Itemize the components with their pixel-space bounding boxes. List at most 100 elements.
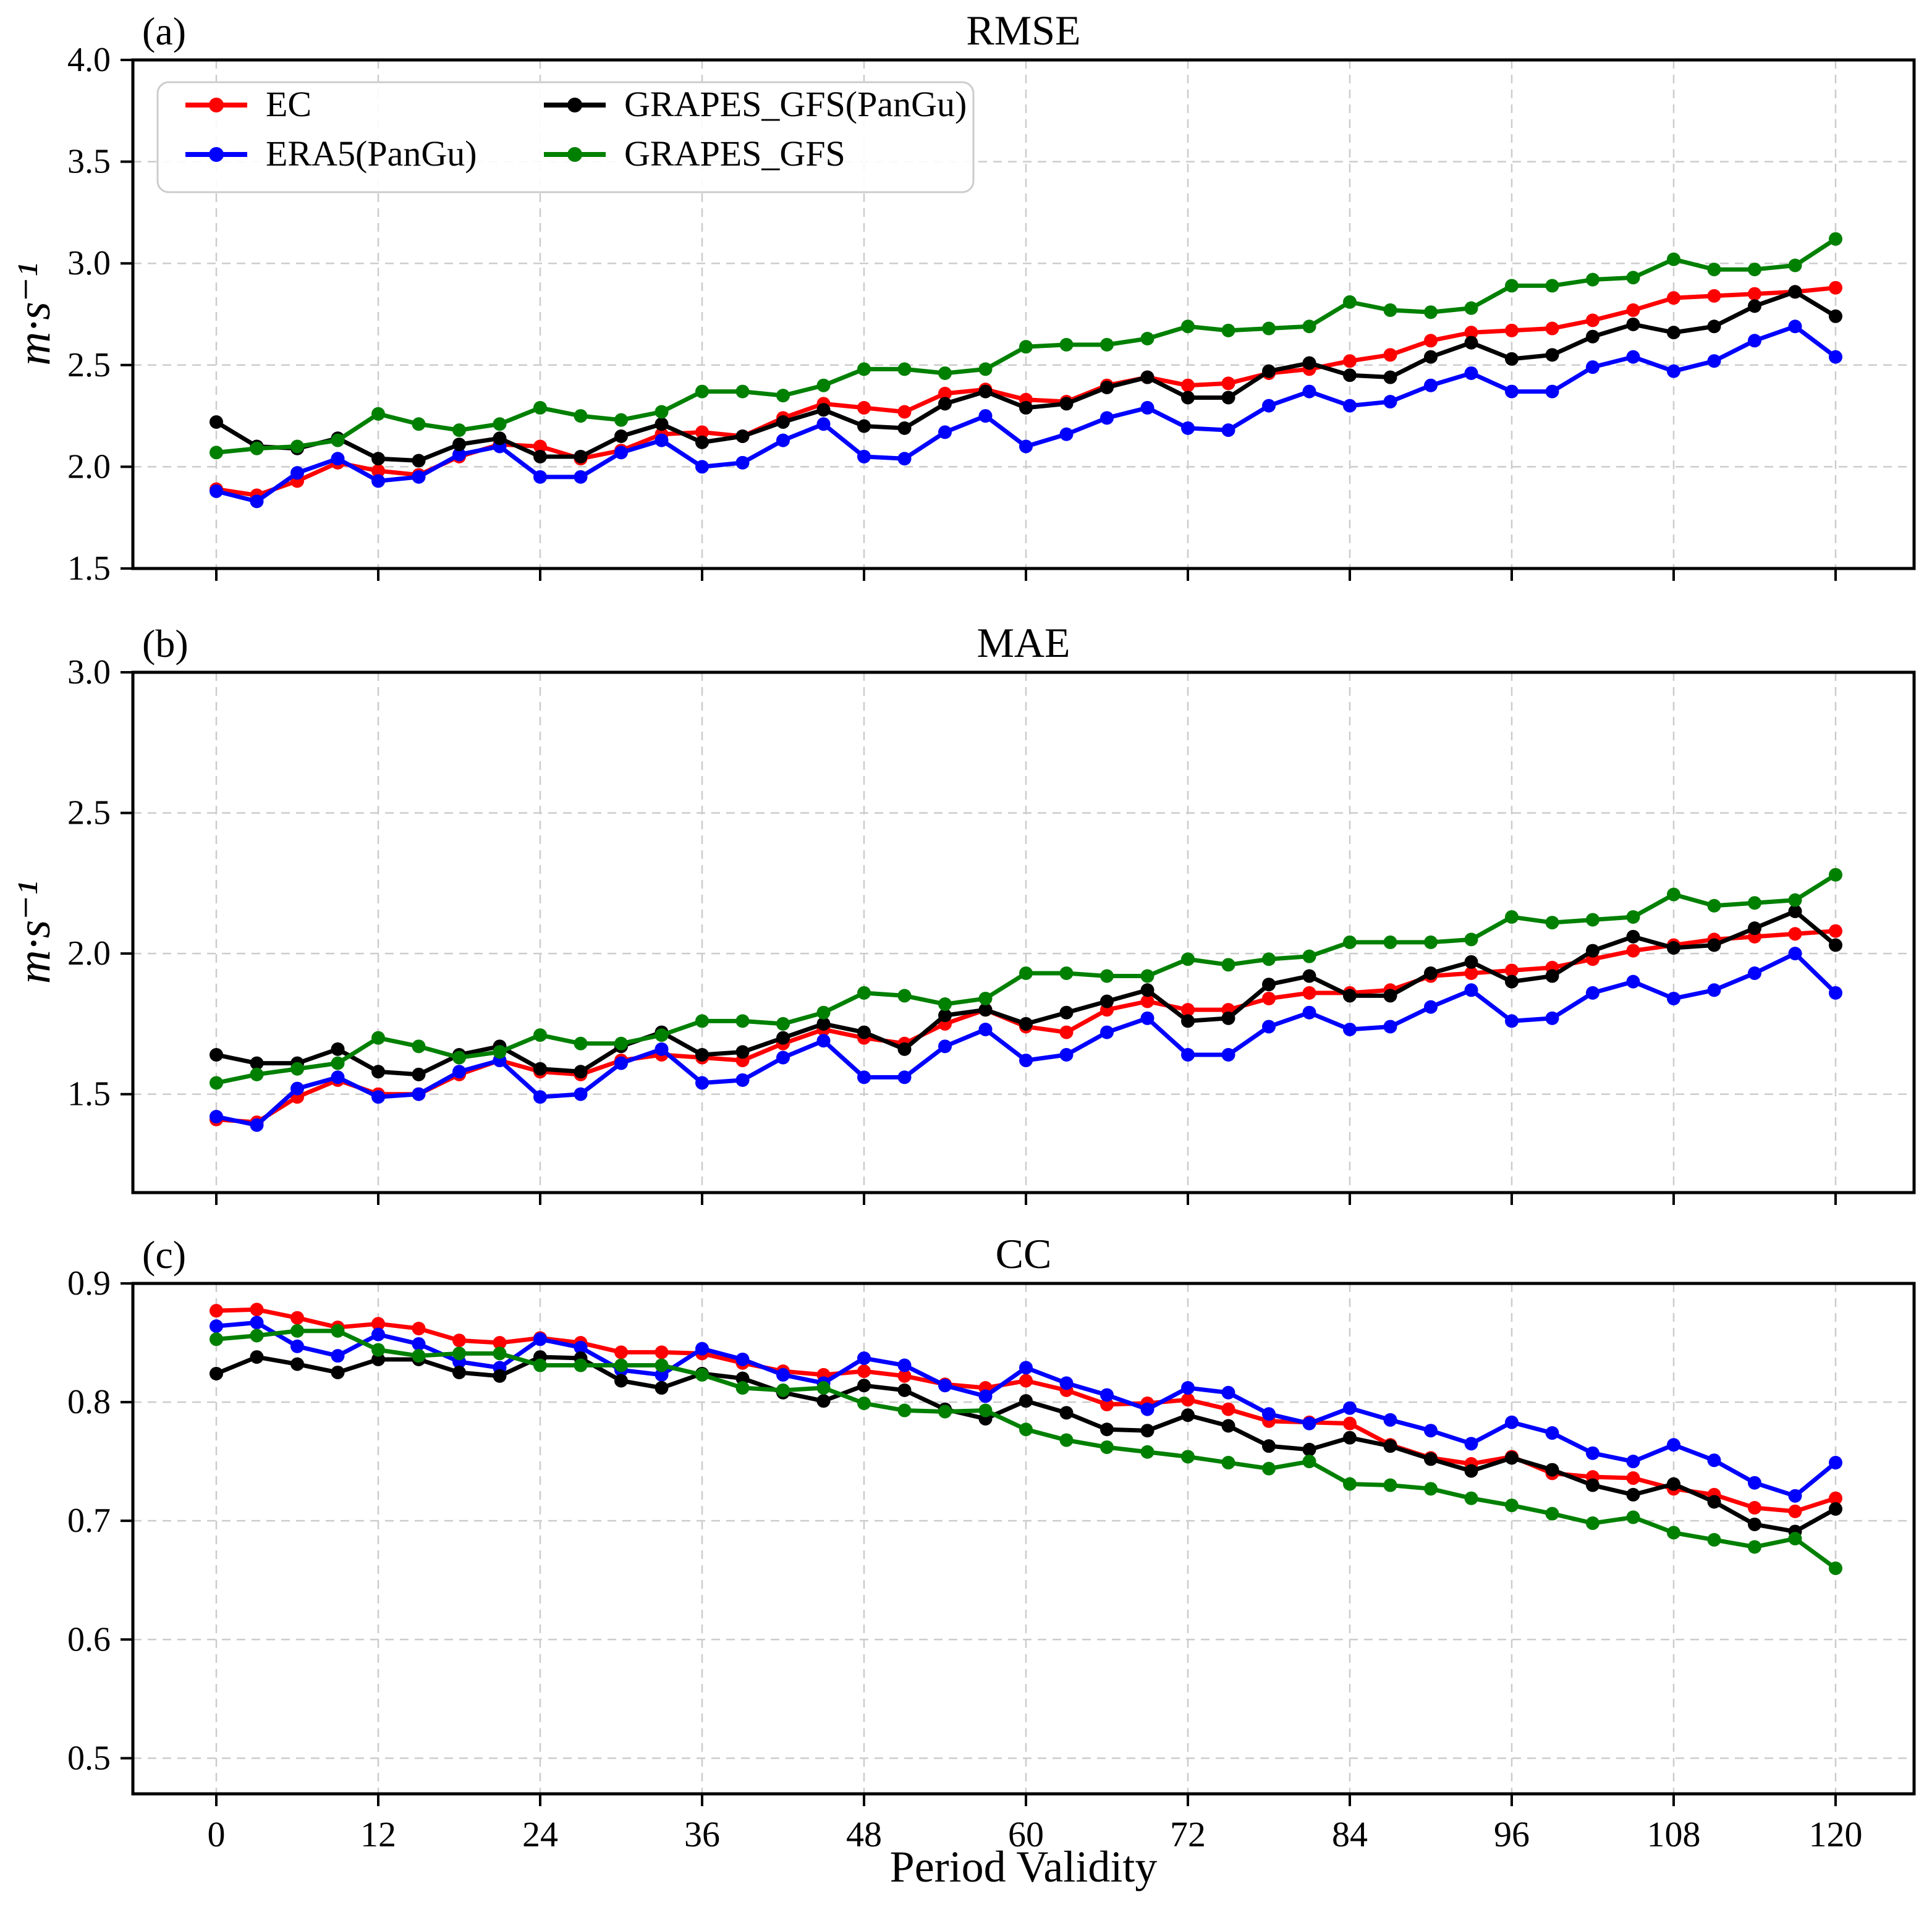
data-point-ERA5(PanGu) bbox=[1343, 399, 1357, 413]
data-point-GRAPES_GFS(PanGu) bbox=[1100, 1422, 1114, 1437]
data-point-EC bbox=[938, 386, 952, 400]
data-point-EC bbox=[371, 463, 385, 478]
data-point-EC bbox=[1343, 354, 1357, 368]
data-point-ERA5(PanGu) bbox=[210, 484, 223, 498]
data-point-GRAPES_GFS bbox=[1019, 966, 1033, 980]
data-point-GRAPES_GFS(PanGu) bbox=[1059, 1406, 1074, 1420]
data-point-GRAPES_GFS bbox=[250, 1067, 264, 1081]
data-point-GRAPES_GFS(PanGu) bbox=[1626, 1487, 1640, 1502]
data-point-GRAPES_GFS(PanGu) bbox=[1262, 1439, 1276, 1453]
data-point-GRAPES_GFS bbox=[1424, 305, 1438, 319]
data-point-GRAPES_GFS(PanGu) bbox=[1667, 941, 1680, 955]
data-point-GRAPES_GFS bbox=[371, 1343, 385, 1357]
panel-label: (c) bbox=[142, 1233, 186, 1277]
data-point-EC bbox=[1464, 966, 1478, 980]
data-point-GRAPES_GFS bbox=[857, 362, 871, 376]
y-tick-label: 0.5 bbox=[67, 1739, 111, 1777]
data-point-ERA5(PanGu) bbox=[735, 1352, 750, 1366]
data-point-GRAPES_GFS(PanGu) bbox=[1707, 1495, 1721, 1509]
data-point-GRAPES_GFS(PanGu) bbox=[695, 435, 709, 449]
data-point-ERA5(PanGu) bbox=[1100, 1025, 1114, 1039]
data-point-ERA5(PanGu) bbox=[735, 1073, 750, 1087]
data-point-GRAPES_GFS bbox=[452, 423, 466, 437]
data-point-ERA5(PanGu) bbox=[331, 1070, 345, 1084]
data-point-ERA5(PanGu) bbox=[857, 449, 871, 463]
data-point-GRAPES_GFS bbox=[331, 1056, 345, 1070]
data-point-GRAPES_GFS(PanGu) bbox=[1221, 1419, 1235, 1433]
data-point-ERA5(PanGu) bbox=[1586, 986, 1599, 1000]
data-point-GRAPES_GFS(PanGu) bbox=[533, 449, 547, 463]
data-point-GRAPES_GFS bbox=[452, 1346, 466, 1361]
data-point-GRAPES_GFS(PanGu) bbox=[412, 454, 426, 468]
data-point-ERA5(PanGu) bbox=[614, 1056, 628, 1070]
data-point-ERA5(PanGu) bbox=[1100, 1388, 1114, 1402]
data-point-ERA5(PanGu) bbox=[574, 470, 588, 484]
data-point-ERA5(PanGu) bbox=[250, 1316, 264, 1330]
data-point-ERA5(PanGu) bbox=[1343, 1023, 1357, 1037]
data-point-EC bbox=[1626, 303, 1640, 317]
data-point-GRAPES_GFS(PanGu) bbox=[614, 429, 628, 444]
legend-marker-dot-GRAPES_GFS bbox=[567, 147, 582, 162]
data-point-GRAPES_GFS bbox=[735, 1381, 750, 1395]
data-point-GRAPES_GFS(PanGu) bbox=[1545, 1463, 1559, 1477]
data-point-GRAPES_GFS(PanGu) bbox=[1302, 356, 1316, 370]
data-point-ERA5(PanGu) bbox=[290, 1339, 304, 1353]
data-point-GRAPES_GFS(PanGu) bbox=[857, 1025, 871, 1039]
data-point-ERA5(PanGu) bbox=[1019, 1361, 1033, 1375]
data-point-GRAPES_GFS(PanGu) bbox=[1788, 285, 1802, 299]
data-point-GRAPES_GFS bbox=[655, 1358, 669, 1372]
data-point-GRAPES_GFS bbox=[655, 1028, 669, 1042]
data-point-GRAPES_GFS bbox=[1343, 1477, 1357, 1491]
panel-title: RMSE bbox=[966, 7, 1080, 54]
data-point-ERA5(PanGu) bbox=[655, 1042, 669, 1056]
x-tick-label: 120 bbox=[1809, 1814, 1863, 1854]
data-point-GRAPES_GFS bbox=[857, 1397, 871, 1411]
data-point-ERA5(PanGu) bbox=[1262, 399, 1276, 413]
data-point-GRAPES_GFS(PanGu) bbox=[1140, 370, 1155, 384]
data-point-GRAPES_GFS(PanGu) bbox=[493, 1369, 507, 1383]
data-point-ERA5(PanGu) bbox=[1181, 421, 1195, 435]
data-point-GRAPES_GFS bbox=[1383, 303, 1397, 317]
data-point-EC bbox=[857, 400, 871, 415]
data-point-GRAPES_GFS bbox=[695, 1014, 709, 1028]
data-point-ERA5(PanGu) bbox=[1829, 1456, 1842, 1470]
data-point-GRAPES_GFS(PanGu) bbox=[1140, 983, 1155, 997]
data-point-GRAPES_GFS bbox=[371, 407, 385, 421]
panel-title: CC bbox=[996, 1230, 1052, 1277]
data-point-GRAPES_GFS bbox=[1545, 279, 1559, 293]
data-point-EC bbox=[1829, 924, 1842, 938]
data-point-GRAPES_GFS(PanGu) bbox=[1424, 966, 1438, 980]
data-point-ERA5(PanGu) bbox=[1100, 411, 1114, 425]
y-tick-label: 1.5 bbox=[67, 1075, 111, 1113]
data-point-ERA5(PanGu) bbox=[735, 455, 750, 470]
data-point-EC bbox=[210, 1304, 223, 1318]
data-point-GRAPES_GFS(PanGu) bbox=[1464, 1464, 1478, 1478]
data-point-GRAPES_GFS(PanGu) bbox=[857, 1379, 871, 1393]
data-point-ERA5(PanGu) bbox=[1059, 427, 1074, 441]
data-point-ERA5(PanGu) bbox=[1140, 1402, 1155, 1416]
data-point-ERA5(PanGu) bbox=[290, 466, 304, 480]
data-point-GRAPES_GFS bbox=[493, 417, 507, 431]
data-point-EC bbox=[1464, 326, 1478, 340]
data-point-GRAPES_GFS(PanGu) bbox=[331, 1366, 345, 1380]
data-point-GRAPES_GFS(PanGu) bbox=[1586, 329, 1599, 344]
data-point-GRAPES_GFS(PanGu) bbox=[1019, 1016, 1033, 1031]
data-point-GRAPES_GFS bbox=[1707, 898, 1721, 913]
data-point-GRAPES_GFS bbox=[1059, 966, 1074, 980]
data-point-ERA5(PanGu) bbox=[1383, 1020, 1397, 1034]
data-point-EC bbox=[1181, 1003, 1195, 1017]
data-point-GRAPES_GFS bbox=[1667, 1526, 1680, 1540]
data-point-ERA5(PanGu) bbox=[1626, 1455, 1640, 1469]
data-point-GRAPES_GFS(PanGu) bbox=[1140, 1424, 1155, 1438]
data-point-GRAPES_GFS bbox=[1626, 910, 1640, 924]
data-point-GRAPES_GFS bbox=[1424, 1482, 1438, 1496]
data-point-ERA5(PanGu) bbox=[210, 1110, 223, 1124]
panel-label: (a) bbox=[142, 9, 186, 53]
data-point-GRAPES_GFS bbox=[331, 1324, 345, 1338]
data-point-ERA5(PanGu) bbox=[250, 1118, 264, 1132]
data-point-GRAPES_GFS bbox=[1748, 1540, 1761, 1554]
y-tick-label: 0.8 bbox=[67, 1383, 111, 1421]
data-point-GRAPES_GFS(PanGu) bbox=[1181, 391, 1195, 405]
data-point-GRAPES_GFS(PanGu) bbox=[1343, 989, 1357, 1003]
data-point-EC bbox=[1100, 1397, 1114, 1411]
